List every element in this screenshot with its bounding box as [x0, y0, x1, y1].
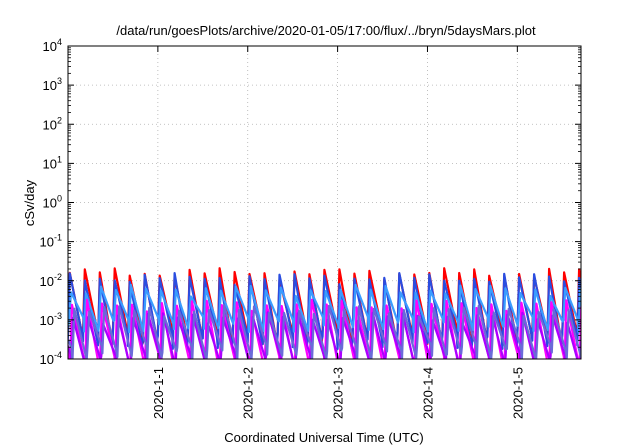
y-tick-label: 10-3	[40, 311, 62, 328]
x-tick-label: 2020-1-5	[510, 367, 525, 419]
series-line	[68, 283, 581, 334]
x-axis-label: Coordinated Universal Time (UTC)	[224, 430, 423, 445]
x-tick-label: 2020-1-1	[151, 367, 166, 419]
y-tick-label: 10-2	[40, 272, 62, 289]
y-tick-label: 102	[43, 115, 62, 132]
x-tick-label: 2020-1-4	[420, 367, 435, 419]
y-axis: 10-4 10-3 10-2 10-1 100 101 102 103 104	[40, 37, 581, 367]
y-tick-label: 103	[43, 76, 62, 93]
series-lines	[68, 267, 581, 359]
x-tick-label: 2020-1-3	[331, 367, 346, 419]
series-line	[68, 272, 581, 351]
y-tick-label: 10-1	[40, 233, 62, 250]
series-line	[68, 304, 581, 359]
y-tick-label: 104	[43, 37, 62, 54]
y-tick-label: 10-4	[40, 350, 62, 367]
chart-title: /data/run/goesPlots/archive/2020-01-05/1…	[116, 23, 536, 38]
y-axis-label: cSv/day	[22, 179, 37, 226]
x-axis: 2020-1-1 2020-1-2 2020-1-3 2020-1-4 2020-1-5	[151, 46, 525, 419]
y-tick-label: 101	[43, 154, 62, 171]
series-line	[68, 298, 581, 359]
y-tick-label: 100	[43, 194, 62, 211]
x-tick-label: 2020-1-2	[241, 367, 256, 419]
